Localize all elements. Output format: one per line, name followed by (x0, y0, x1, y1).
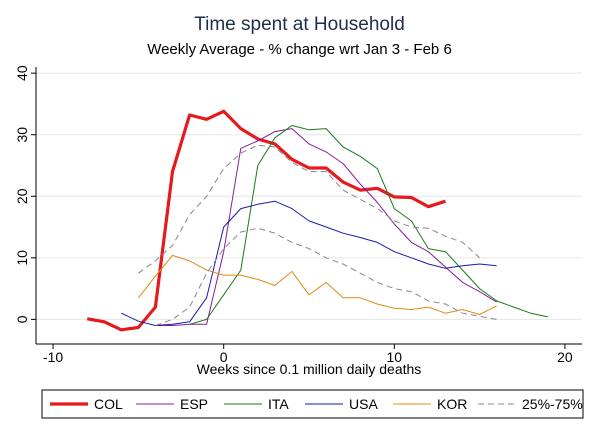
series-line-esp (155, 128, 497, 326)
legend-label: ITA (268, 396, 289, 412)
grid (36, 72, 582, 320)
plot-background (36, 67, 582, 344)
axes (35, 67, 582, 345)
y-tick-label: 30 (14, 127, 30, 143)
x-tick-label: -10 (43, 349, 63, 365)
x-tick-label: 10 (387, 349, 403, 365)
chart-subtitle: Weekly Average - % change wrt Jan 3 - Fe… (147, 41, 452, 58)
legend-label: COL (94, 396, 123, 412)
ticks: 0 10 20 30 40 -10 0 10 20 (14, 65, 573, 365)
legend-label: KOR (437, 396, 467, 412)
series-line-kor (138, 254, 497, 315)
y-tick-label: 10 (14, 250, 30, 266)
series-line-col (86, 109, 446, 332)
x-tick-label: 20 (557, 349, 573, 365)
legend-label: ESP (180, 396, 208, 412)
y-tick-label: 40 (14, 65, 30, 81)
x-tick-label: 0 (220, 349, 228, 365)
y-tick-label: 0 (14, 315, 30, 323)
series-line-25-75-lower (155, 227, 497, 326)
legend: COL ESP ITA USA KOR 25%-75% (50, 396, 583, 412)
series-lines (86, 109, 549, 332)
series-line-usa (121, 200, 497, 326)
chart-title: Time spent at Household (194, 14, 405, 35)
legend-box (41, 389, 584, 419)
legend-label: 25%-75% (522, 396, 583, 412)
legend-label: USA (349, 396, 378, 412)
x-axis-label: Weeks since 0.1 million daily deaths (197, 361, 422, 377)
series-line-ita (189, 125, 549, 325)
y-tick-label: 20 (14, 188, 30, 204)
